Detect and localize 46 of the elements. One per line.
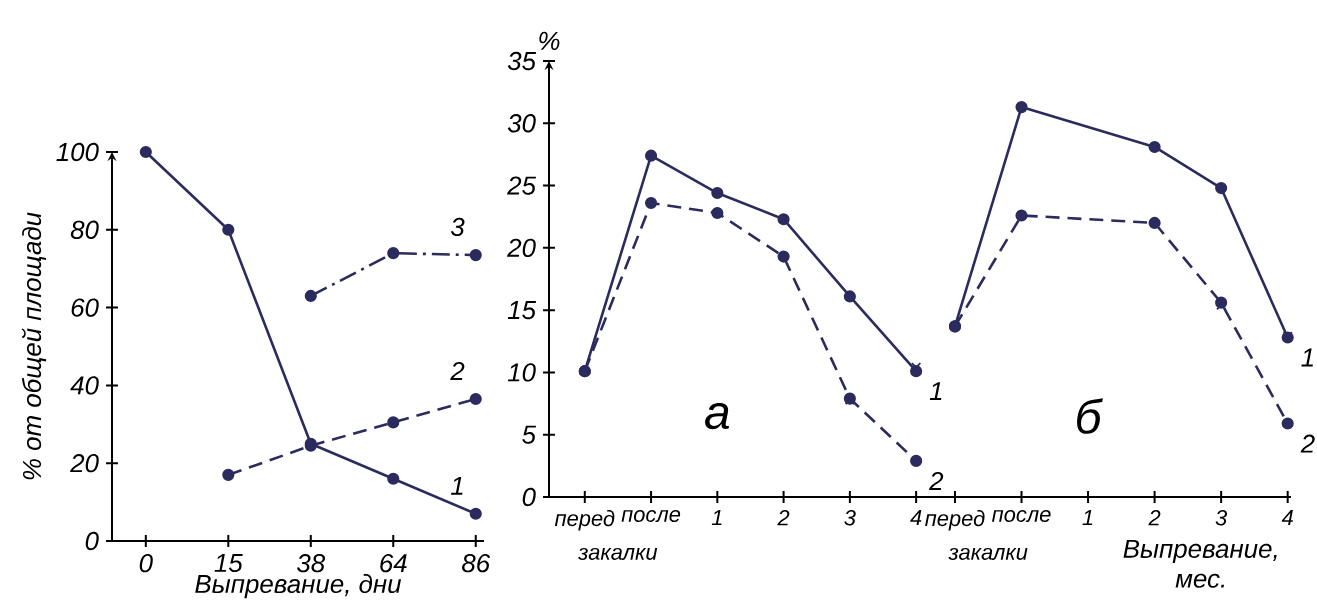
- x-tick-label: перед: [925, 510, 985, 531]
- x-tick-label: 3: [1215, 510, 1228, 526]
- x-tick-label: 64: [380, 554, 407, 573]
- y-tick-label: 15: [507, 301, 537, 320]
- series-label: 2: [1300, 434, 1315, 453]
- y-tick-label: 40: [70, 376, 99, 395]
- annotation: б: [1077, 398, 1103, 434]
- y-tick-label: 35: [507, 51, 537, 71]
- x-tick-label: 1: [1082, 510, 1093, 526]
- series-label: 2: [450, 361, 465, 381]
- x-axis-title: Выпревание, мес.: [1123, 539, 1277, 588]
- series-label: 1: [929, 382, 942, 401]
- y-tick-label: 100: [56, 142, 99, 162]
- x-tick-label: 15: [214, 554, 243, 573]
- y-tick-label: 5: [522, 425, 537, 444]
- x-tick-label: 1: [711, 510, 722, 526]
- x-tick-label: 2: [1148, 510, 1161, 526]
- series-label: 1: [450, 476, 463, 495]
- y-tick-label: 80: [70, 220, 99, 239]
- x-tick-label: перед: [554, 510, 615, 531]
- x-tick-label: после: [621, 510, 681, 523]
- x-tick-label: 4: [1281, 510, 1293, 526]
- series-label: 1: [1301, 348, 1313, 367]
- x-tick-label: 86: [462, 554, 491, 573]
- x-tick-label: 38: [296, 554, 326, 573]
- x-tick-label: 3: [844, 510, 856, 526]
- y-tick-label: 0: [522, 487, 536, 507]
- annotation: а: [705, 402, 729, 430]
- y-tick-label: 20: [70, 454, 99, 473]
- series-label: 2: [928, 471, 944, 490]
- x-axis-title: Выпревание, дни: [195, 574, 402, 599]
- y-axis-title: %: [539, 31, 560, 50]
- y-tick-label: 10: [507, 363, 536, 382]
- text: закалки: [578, 547, 658, 560]
- x-tick-label: после: [992, 510, 1051, 523]
- y-tick-label: 30: [507, 114, 536, 133]
- x-tick-label: 2: [777, 510, 790, 526]
- x-tick-label: 4: [910, 510, 922, 526]
- x-tick-label: 0: [139, 554, 153, 573]
- y-tick-label: 60: [71, 298, 99, 317]
- series-label: 3: [450, 217, 465, 237]
- y-tick-label: 25: [507, 176, 537, 195]
- y-tick-label: 20: [507, 238, 536, 258]
- y-tick-label: 0: [85, 531, 99, 551]
- y-axis-title: % от общей площади: [21, 212, 47, 480]
- text: закалки: [948, 547, 1028, 560]
